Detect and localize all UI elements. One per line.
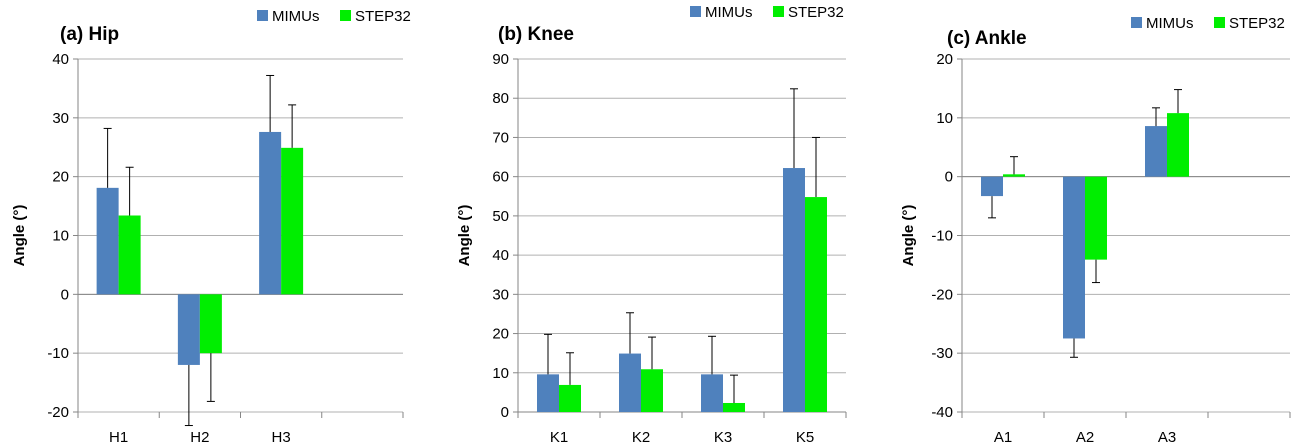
y-tick-label: -20 xyxy=(47,404,69,421)
bar-step32-h3 xyxy=(281,147,304,295)
chart-knee: 0 10 20 30 40 50 60 70 80 90 K1 K2 K3 K5 (b) Knee Angle… xyxy=(456,4,847,446)
legend-label-step32: STEP32 xyxy=(1229,15,1285,32)
x-tick-label: H3 xyxy=(272,429,291,446)
y-tick-label: -10 xyxy=(47,345,69,362)
y-tick-label: -40 xyxy=(931,404,953,421)
legend-swatch-mimus xyxy=(257,10,268,21)
y-tick-label: 10 xyxy=(936,110,953,127)
y-tick-label: 40 xyxy=(52,51,69,68)
y-axis-label: Angle (°) xyxy=(900,205,917,267)
bar-mimus-h1 xyxy=(96,187,119,295)
bar-step32-a3 xyxy=(1167,113,1189,177)
y-tick-label: 70 xyxy=(492,129,509,146)
legend-label-mimus: MIMUs xyxy=(272,8,320,25)
y-tick-label: 0 xyxy=(501,404,509,421)
legend: MIMUs STEP32 xyxy=(690,4,844,21)
y-tick-label: 80 xyxy=(492,90,509,107)
y-tick-label: 10 xyxy=(492,365,509,382)
legend-swatch-mimus xyxy=(690,6,701,17)
bar-mimus-k5 xyxy=(783,168,805,412)
bar-mimus-a3 xyxy=(1145,126,1167,177)
y-tick-label: 20 xyxy=(492,326,509,343)
legend-label-step32: STEP32 xyxy=(788,4,844,21)
y-tick-label: 0 xyxy=(61,286,69,303)
legend: MIMUs STEP32 xyxy=(257,8,411,25)
x-tick-label: A2 xyxy=(1076,429,1094,446)
x-tick-label: K1 xyxy=(550,429,568,446)
bar-mimus-a2 xyxy=(1063,176,1085,339)
legend-swatch-step32 xyxy=(773,6,784,17)
y-axis-label: Angle (°) xyxy=(11,205,28,267)
x-tick-label: K2 xyxy=(632,429,650,446)
y-tick-label: 40 xyxy=(492,247,509,264)
legend-swatch-step32 xyxy=(1214,17,1225,28)
legend-swatch-step32 xyxy=(340,10,351,21)
y-tick-label: -20 xyxy=(931,286,953,303)
legend-label-step32: STEP32 xyxy=(355,8,411,25)
chart-hip: -20 -10 0 10 20 30 40 H1 H2 H3 (a) Hip Angle (°) MIM… xyxy=(11,8,411,446)
bar-step32-k2 xyxy=(641,369,663,412)
y-tick-label: 10 xyxy=(52,228,69,245)
y-tick-label: 30 xyxy=(52,110,69,127)
y-tick-label: 20 xyxy=(936,51,953,68)
legend: MIMUs STEP32 xyxy=(1131,15,1285,32)
bar-mimus-k3 xyxy=(701,374,723,412)
y-axis-label: Angle (°) xyxy=(456,205,473,267)
bar-mimus-k2 xyxy=(619,353,641,412)
chart-title: (b) Knee xyxy=(498,24,574,45)
y-tick-label: 30 xyxy=(492,286,509,303)
legend-label-mimus: MIMUs xyxy=(705,4,753,21)
x-tick-label: H2 xyxy=(190,429,209,446)
y-tick-label: -10 xyxy=(931,228,953,245)
bar-step32-a1 xyxy=(1003,174,1025,177)
chart-ankle: -40 -30 -20 -10 0 10 20 A1 A2 A3 (c) Ankle Angle (°… xyxy=(900,15,1291,446)
legend-swatch-mimus xyxy=(1131,17,1142,28)
x-tick-label: H1 xyxy=(109,429,128,446)
bar-step32-h2 xyxy=(199,294,222,354)
bar-step32-a2 xyxy=(1085,176,1107,260)
y-tick-label: 50 xyxy=(492,208,509,225)
bar-step32-h1 xyxy=(118,215,141,295)
bar-step32-k1 xyxy=(559,384,581,412)
y-tick-label: 90 xyxy=(492,51,509,68)
y-tick-label: -30 xyxy=(931,345,953,362)
bar-step32-k3 xyxy=(723,402,745,412)
bar-mimus-k1 xyxy=(537,374,559,412)
bar-mimus-h3 xyxy=(259,131,282,295)
y-tick-label: 60 xyxy=(492,169,509,186)
y-tick-label: 20 xyxy=(52,169,69,186)
legend-label-mimus: MIMUs xyxy=(1146,15,1194,32)
chart-title: (c) Ankle xyxy=(947,28,1027,49)
x-tick-label: A1 xyxy=(994,429,1012,446)
x-tick-label: A3 xyxy=(1158,429,1176,446)
bar-mimus-h2 xyxy=(177,294,200,365)
x-tick-label: K5 xyxy=(796,429,814,446)
x-tick-label: K3 xyxy=(714,429,732,446)
bar-mimus-a1 xyxy=(981,176,1003,197)
chart-title: (a) Hip xyxy=(60,24,119,45)
y-tick-label: 0 xyxy=(945,169,953,186)
bar-step32-k5 xyxy=(805,197,827,412)
